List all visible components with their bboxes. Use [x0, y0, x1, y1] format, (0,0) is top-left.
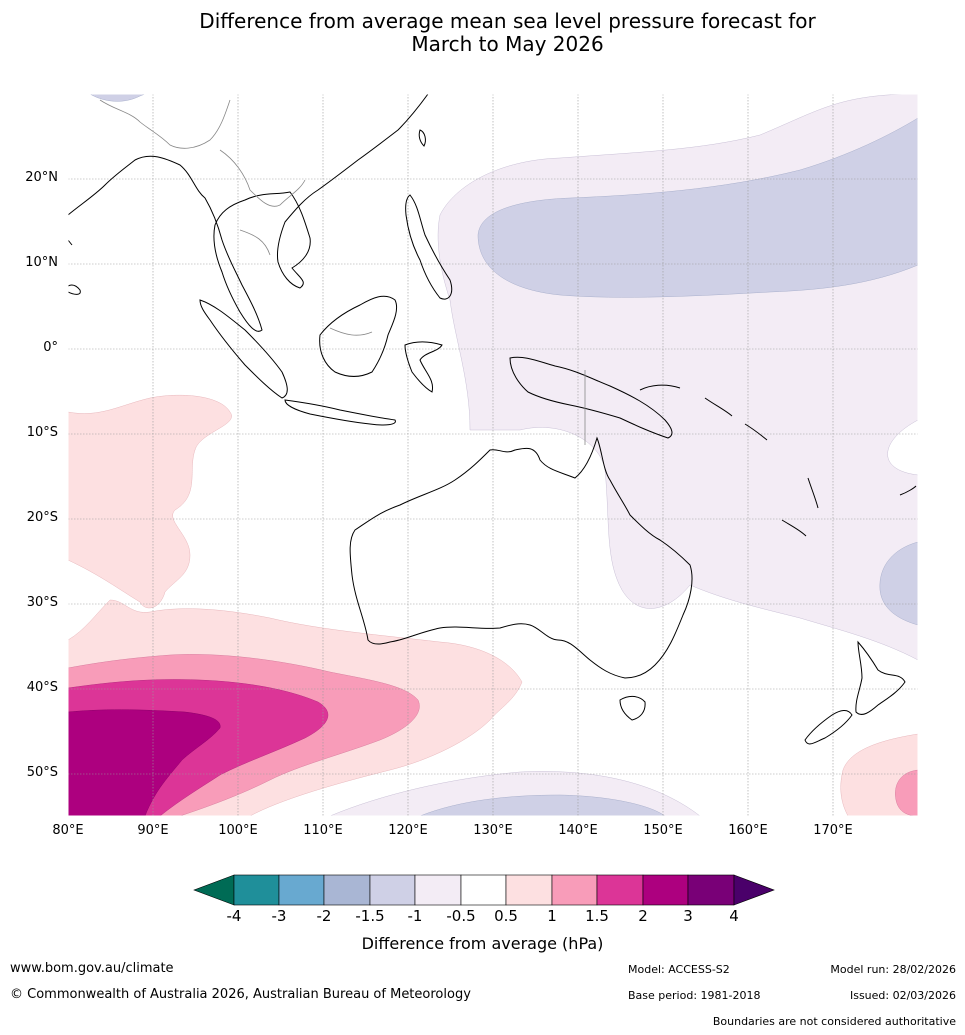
chart-title: Difference from average mean sea level p…: [0, 10, 965, 56]
lat-label: 40°S: [26, 680, 58, 695]
coastline-sulawesi: [404, 341, 443, 393]
lon-label: 130°E: [473, 823, 513, 838]
colorbar-bin: [323, 874, 371, 906]
colorbar: [193, 874, 775, 906]
colorbar-tick: 1.5: [585, 907, 609, 925]
colorbar-bin: [505, 874, 553, 906]
lon-label: 160°E: [728, 823, 768, 838]
colorbar-bin: [551, 874, 598, 906]
lat-label: 30°S: [26, 595, 58, 610]
coastline-sumatra: [199, 299, 288, 399]
coastlines: [68, 94, 917, 745]
colorbar-tick: 0.5: [494, 907, 518, 925]
lon-label: 100°E: [218, 823, 258, 838]
graticule: [68, 94, 918, 816]
colorbar-tick: -1: [407, 907, 423, 925]
coastline-taiwan: [418, 129, 426, 147]
lon-label: 140°E: [558, 823, 598, 838]
anomaly-field-neg-south-core: [419, 794, 666, 816]
colorbar-title: Difference from average (hPa): [361, 934, 604, 953]
coastline-tasmania: [619, 695, 646, 721]
colorbar-tick: 2: [638, 907, 648, 925]
lat-label: 50°S: [26, 765, 58, 780]
lon-label: 80°E: [52, 823, 84, 838]
lat-label: 20°N: [25, 170, 58, 185]
coastline-india: [68, 239, 81, 295]
colorbar-bin: [642, 874, 689, 906]
colorbar-bin: [233, 874, 280, 906]
country-borders: [99, 99, 586, 445]
colorbar-tick: -1.5: [355, 907, 385, 925]
colorbar-bin: [596, 874, 644, 906]
model-name: Model: ACCESS-S2: [628, 963, 730, 976]
map-frame: [67, 93, 919, 817]
website-link[interactable]: www.bom.gov.au/climate: [10, 961, 174, 976]
lat-label: 10°S: [26, 425, 58, 440]
colorbar-tick: -0.5: [446, 907, 476, 925]
coastline-java: [284, 399, 396, 426]
lat-label: 10°N: [25, 255, 58, 270]
coastline-nz-south: [804, 710, 853, 745]
boundaries-disclaimer: Boundaries are not considered authoritat…: [712, 1015, 956, 1028]
coastline-pacific-islands: [639, 384, 917, 537]
title-line-2: March to May 2026: [411, 32, 604, 56]
model-run-date: Model run: 28/02/2026: [830, 963, 956, 976]
lat-label: 20°S: [26, 510, 58, 525]
lon-label: 170°E: [813, 823, 853, 838]
lon-label: 150°E: [643, 823, 683, 838]
copyright-text: © Commonwealth of Australia 2026, Austra…: [10, 987, 471, 1002]
lon-label: 90°E: [137, 823, 169, 838]
coastline-nz-north: [855, 640, 906, 715]
coastline-australia: [349, 436, 693, 679]
coastline-philippines: [405, 194, 453, 300]
title-line-1: Difference from average mean sea level p…: [199, 9, 816, 33]
anomaly-field-pos-core: [68, 709, 221, 816]
colorbar-bin: [460, 874, 507, 906]
coastline-se-asia: [68, 94, 429, 332]
anomaly-field-neg-core: [477, 117, 918, 298]
anomaly-field-neg-nw: [89, 94, 146, 102]
lon-label: 110°E: [303, 823, 343, 838]
lon-label: 120°E: [388, 823, 428, 838]
anomaly-field-pos-east-core: [895, 769, 918, 816]
colorbar-tick: 4: [729, 907, 739, 925]
colorbar-tick: -3: [271, 907, 287, 925]
colorbar-tick: 3: [683, 907, 693, 925]
coastline-new-guinea: [509, 356, 673, 439]
colorbar-extend-high: [733, 874, 775, 906]
issued-date: Issued: 02/03/2026: [849, 989, 956, 1002]
colorbar-bin: [369, 874, 416, 906]
colorbar-bin: [278, 874, 325, 906]
anomaly-field-pos-light: [68, 394, 232, 609]
pressure-anomaly-fields: [68, 94, 918, 816]
base-period: Base period: 1981-2018: [628, 989, 761, 1002]
colorbar-tick: -2: [316, 907, 332, 925]
colorbar-tick: -4: [226, 907, 242, 925]
colorbar-tick: 1: [547, 907, 557, 925]
lat-label: 0°: [43, 340, 58, 355]
coastline-borneo: [319, 295, 398, 377]
colorbar-bin: [687, 874, 735, 906]
colorbar-extend-low: [193, 874, 235, 906]
colorbar-bin: [414, 874, 462, 906]
